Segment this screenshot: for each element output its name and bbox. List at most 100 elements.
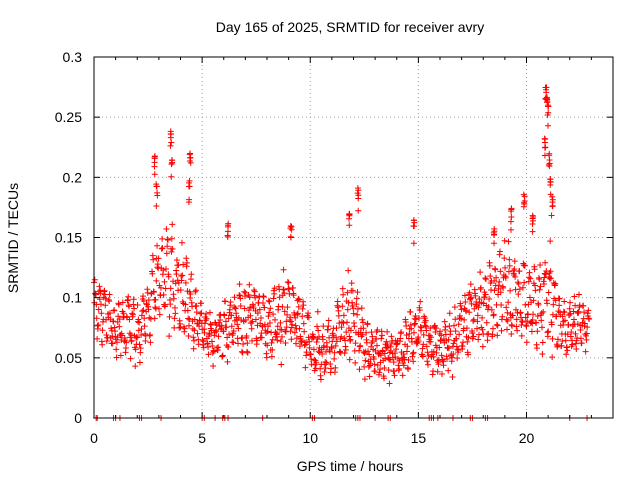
data-point: [347, 327, 354, 334]
data-point: [504, 309, 511, 316]
data-point: [411, 223, 418, 230]
data-point: [168, 173, 175, 180]
data-point: [386, 380, 393, 387]
data-point: [331, 349, 338, 356]
data-point: [270, 311, 277, 318]
data-point: [581, 309, 588, 316]
data-point: [436, 344, 443, 351]
data-point: [252, 316, 259, 323]
data-point: [546, 275, 553, 282]
data-point: [453, 343, 460, 350]
data-point: [370, 355, 377, 362]
data-point: [377, 366, 384, 373]
x-tick-label: 0: [90, 430, 98, 446]
data-point: [580, 315, 587, 322]
data-point: [505, 268, 512, 275]
data-point: [150, 289, 157, 296]
data-point: [486, 295, 493, 302]
data-point: [149, 270, 156, 277]
data-point: [568, 329, 575, 336]
data-point: [127, 355, 134, 362]
data-point: [128, 337, 135, 344]
data-point: [388, 333, 395, 340]
data-point: [470, 316, 477, 323]
data-point: [440, 362, 447, 369]
data-point: [467, 281, 474, 288]
data-point: [177, 286, 184, 293]
data-point: [116, 323, 123, 330]
data-point: [464, 338, 471, 345]
data-point: [572, 330, 579, 337]
data-point: [223, 324, 230, 331]
data-point: [496, 248, 503, 255]
data-point: [285, 285, 292, 292]
data-point: [159, 245, 166, 252]
data-point: [341, 350, 348, 357]
data-point: [108, 325, 115, 332]
data-point: [490, 311, 497, 318]
data-point: [345, 267, 352, 274]
data-point: [549, 335, 556, 342]
data-point: [226, 331, 233, 338]
data-point: [153, 203, 160, 210]
data-point: [228, 312, 235, 319]
data-point: [385, 367, 392, 374]
data-point: [179, 272, 186, 279]
data-point: [531, 266, 538, 273]
data-point: [153, 277, 160, 284]
data-point: [545, 122, 552, 129]
data-point: [201, 320, 208, 327]
data-point: [466, 289, 473, 296]
data-point: [220, 328, 227, 335]
data-point: [183, 255, 190, 262]
data-point: [126, 316, 133, 323]
data-point: [424, 358, 431, 365]
data-point: [543, 95, 550, 102]
data-point: [141, 315, 148, 322]
data-point: [244, 349, 251, 356]
data-point: [246, 281, 253, 288]
data-point: [319, 351, 326, 358]
data-point: [342, 346, 349, 353]
data-point: [546, 163, 553, 170]
data-point: [299, 305, 306, 312]
data-point: [264, 342, 271, 349]
data-point: [138, 326, 145, 333]
data-point: [380, 375, 387, 382]
data-point: [543, 86, 550, 93]
data-point: [249, 318, 256, 325]
data-point: [549, 196, 556, 203]
data-point: [556, 302, 563, 309]
data-point: [362, 357, 369, 364]
y-tick-label: 0.3: [63, 49, 83, 65]
data-point: [420, 331, 427, 338]
data-point: [408, 325, 415, 332]
data-point: [509, 312, 516, 319]
data-point: [359, 316, 366, 323]
data-point: [502, 274, 509, 281]
data-point: [166, 313, 173, 320]
data-point: [468, 300, 475, 307]
data-point: [445, 336, 452, 343]
data-point: [415, 337, 422, 344]
data-point: [306, 338, 313, 345]
data-point: [447, 328, 454, 335]
data-point: [261, 304, 268, 311]
data-point: [197, 310, 204, 317]
data-point: [564, 331, 571, 338]
data-point: [544, 99, 551, 106]
data-point: [549, 354, 556, 361]
data-point: [213, 328, 220, 335]
data-point: [536, 276, 543, 283]
data-point: [497, 268, 504, 275]
data-point: [234, 321, 241, 328]
data-point: [340, 291, 347, 298]
data-point: [202, 317, 209, 324]
data-point: [134, 302, 141, 309]
data-point: [560, 318, 567, 325]
data-point: [173, 271, 180, 278]
data-point: [485, 330, 492, 337]
data-point: [264, 323, 271, 330]
data-point: [160, 267, 167, 274]
x-tick-label: 15: [411, 430, 427, 446]
